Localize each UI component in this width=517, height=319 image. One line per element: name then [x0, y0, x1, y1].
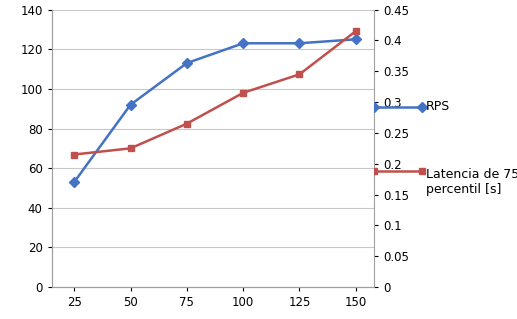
Line: Latencia de 75°
percentil [s]: Latencia de 75° percentil [s]: [71, 28, 359, 158]
Text: Latencia de 75°
percentil [s]: Latencia de 75° percentil [s]: [426, 168, 517, 196]
RPS: [296, 41, 302, 45]
RPS: [71, 180, 78, 184]
Latencia de 75°
percentil [s]: [184, 122, 190, 126]
Latencia de 75°
percentil [s]: [71, 152, 78, 156]
Latencia de 75°
percentil [s]: [240, 91, 246, 95]
Line: RPS: RPS: [71, 36, 359, 186]
RPS: [184, 61, 190, 65]
Latencia de 75°
percentil [s]: [353, 29, 359, 33]
Latencia de 75°
percentil [s]: [127, 146, 133, 150]
RPS: [127, 103, 133, 107]
RPS: [240, 41, 246, 45]
Text: RPS: RPS: [426, 100, 450, 113]
Latencia de 75°
percentil [s]: [296, 72, 302, 76]
RPS: [353, 37, 359, 41]
